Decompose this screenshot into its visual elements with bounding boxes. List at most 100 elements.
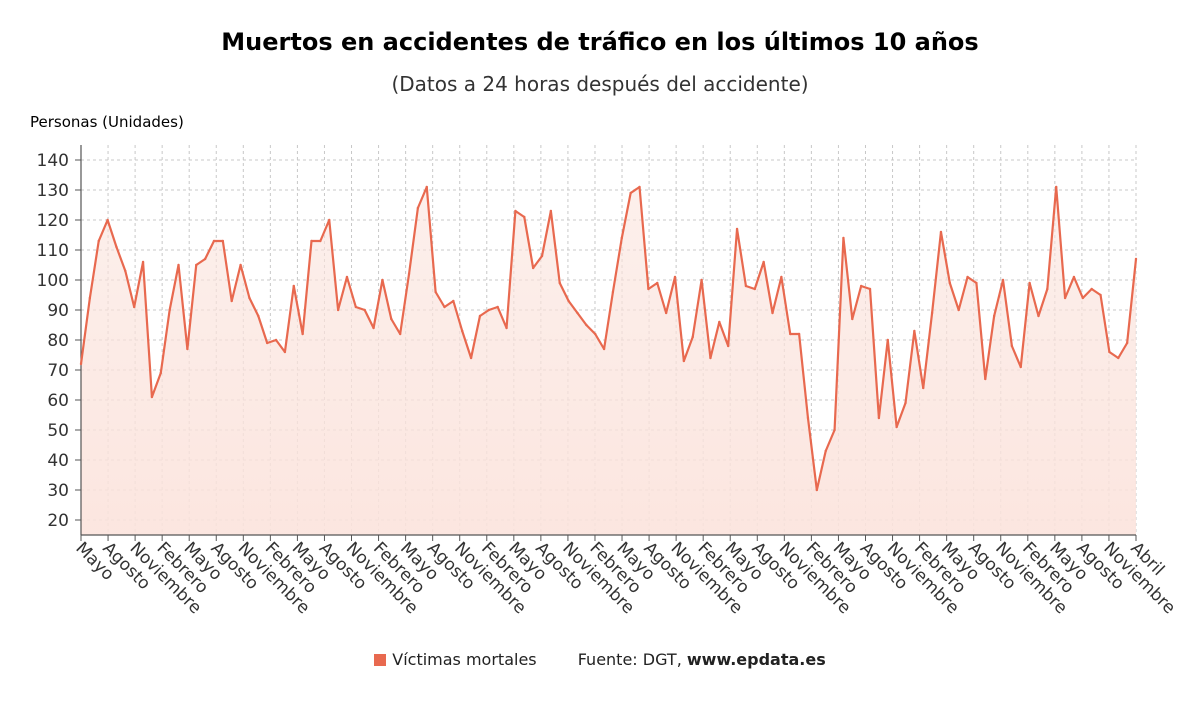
data-point bbox=[141, 260, 145, 264]
y-tick-label: 20 bbox=[47, 511, 69, 531]
data-point bbox=[221, 239, 225, 243]
data-point bbox=[709, 356, 712, 360]
data-point bbox=[833, 428, 836, 432]
data-point bbox=[239, 263, 242, 267]
data-point bbox=[895, 425, 898, 429]
data-point bbox=[638, 185, 641, 189]
data-point bbox=[381, 278, 384, 282]
data-point bbox=[274, 338, 278, 342]
data-point bbox=[1134, 257, 1138, 261]
y-tick-label: 50 bbox=[47, 421, 69, 441]
data-point bbox=[939, 230, 943, 234]
data-point bbox=[390, 317, 393, 321]
data-point bbox=[611, 290, 615, 294]
data-point bbox=[975, 281, 978, 285]
data-point bbox=[877, 416, 881, 420]
data-point bbox=[913, 329, 916, 333]
data-point bbox=[744, 284, 748, 288]
data-point bbox=[124, 269, 127, 273]
data-point bbox=[664, 311, 668, 315]
data-point bbox=[673, 275, 677, 279]
data-point bbox=[514, 209, 517, 213]
data-point bbox=[443, 305, 446, 309]
data-point bbox=[301, 332, 304, 336]
data-point bbox=[851, 317, 854, 321]
data-point bbox=[345, 275, 349, 279]
data-point bbox=[328, 218, 331, 222]
y-tick-labels: 20 30 40 50 60 70 80 90 100 110 120 130 140 bbox=[37, 151, 69, 531]
data-point bbox=[1063, 296, 1067, 300]
data-point bbox=[656, 281, 659, 285]
data-point bbox=[310, 239, 313, 243]
chart-title: Muertos en accidentes de tráfico en los … bbox=[221, 28, 979, 56]
data-point bbox=[842, 236, 845, 240]
source-site[interactable]: www.epdata.es bbox=[686, 650, 826, 669]
x-tick-labels: MayoAgostoNoviembreFebreroMayoAgostoNovi… bbox=[71, 538, 1179, 618]
y-tick-label: 90 bbox=[47, 301, 69, 321]
data-point bbox=[647, 287, 650, 291]
data-point bbox=[797, 332, 801, 336]
data-point bbox=[1001, 278, 1005, 282]
series-points bbox=[79, 185, 1138, 492]
series-line bbox=[79, 185, 1138, 492]
data-point bbox=[1046, 287, 1049, 291]
data-point bbox=[886, 338, 889, 342]
data-point bbox=[106, 218, 109, 222]
data-point bbox=[815, 488, 819, 492]
data-point bbox=[540, 254, 544, 258]
data-point bbox=[186, 347, 189, 351]
data-point bbox=[1081, 296, 1085, 300]
y-tick-label: 140 bbox=[37, 151, 69, 171]
data-point bbox=[372, 326, 375, 330]
legend: Víctimas mortales Fuente: DGT, www.epdat… bbox=[0, 650, 1200, 669]
data-point bbox=[948, 281, 952, 285]
data-point bbox=[363, 308, 366, 312]
data-point bbox=[966, 275, 969, 279]
data-point bbox=[1125, 341, 1129, 345]
data-point bbox=[567, 299, 570, 303]
source-note: Fuente: DGT, www.epdata.es bbox=[578, 650, 826, 669]
data-point bbox=[398, 332, 402, 336]
data-point bbox=[168, 308, 171, 312]
data-point bbox=[132, 305, 136, 309]
series-area-fill bbox=[81, 187, 1136, 535]
data-point bbox=[992, 314, 996, 318]
data-point bbox=[576, 311, 579, 315]
data-point bbox=[461, 329, 464, 333]
source-prefix: Fuente: DGT, bbox=[577, 650, 682, 669]
data-point bbox=[753, 287, 756, 291]
data-point bbox=[115, 245, 118, 249]
data-point bbox=[789, 332, 792, 336]
data-point bbox=[718, 320, 721, 324]
data-point bbox=[984, 377, 987, 381]
data-point bbox=[904, 401, 907, 405]
data-point bbox=[780, 275, 783, 279]
y-tick-label: 70 bbox=[47, 361, 69, 381]
data-point bbox=[558, 281, 561, 285]
legend-label: Víctimas mortales bbox=[392, 650, 537, 669]
y-tick-label: 30 bbox=[47, 481, 69, 501]
data-point bbox=[1090, 287, 1093, 291]
data-point bbox=[1037, 314, 1040, 318]
data-point bbox=[523, 215, 526, 219]
data-point bbox=[283, 350, 287, 354]
y-tick-label: 100 bbox=[37, 271, 69, 291]
data-point bbox=[629, 191, 632, 195]
data-point bbox=[354, 305, 358, 309]
data-point bbox=[957, 308, 960, 312]
data-point bbox=[922, 386, 925, 390]
data-point bbox=[230, 299, 233, 303]
data-point bbox=[1108, 350, 1111, 354]
data-point bbox=[257, 314, 260, 318]
data-point bbox=[212, 239, 216, 243]
data-point bbox=[1099, 293, 1102, 297]
data-point bbox=[88, 296, 92, 300]
data-point bbox=[487, 308, 491, 312]
data-point bbox=[336, 308, 340, 312]
data-point bbox=[1028, 281, 1031, 285]
data-point bbox=[549, 209, 553, 213]
data-point bbox=[195, 263, 198, 267]
data-point bbox=[97, 239, 100, 243]
data-point bbox=[1019, 365, 1022, 369]
